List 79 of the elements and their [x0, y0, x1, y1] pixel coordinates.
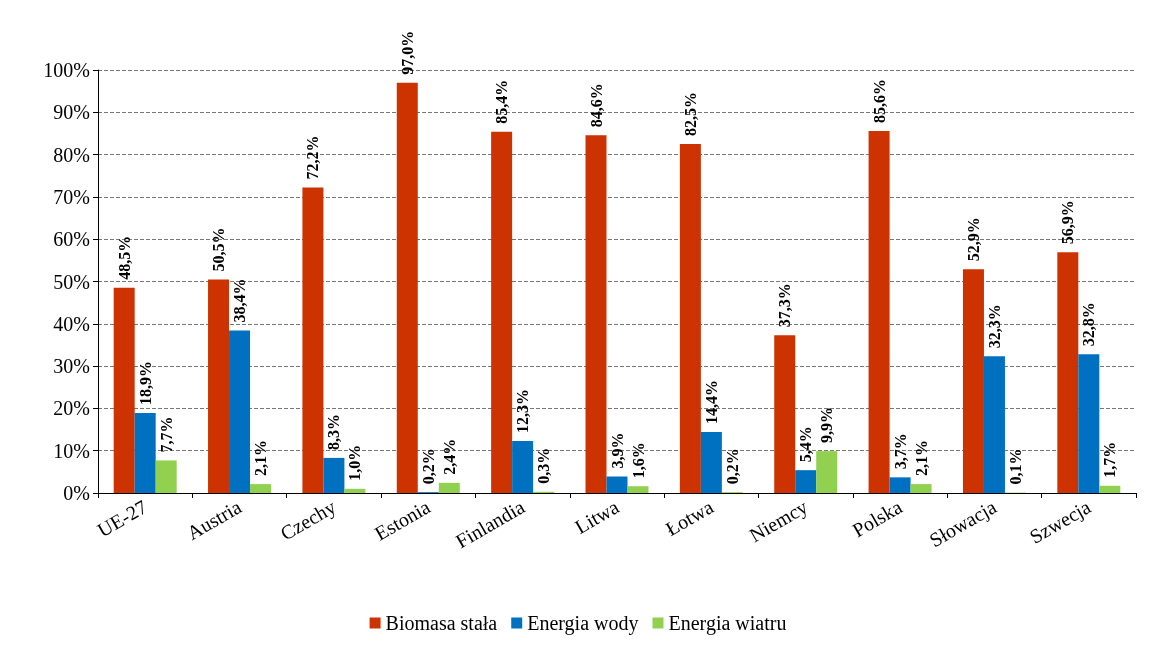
y-tick-label: 60% — [53, 228, 90, 251]
data-label: 32,8% — [1080, 302, 1098, 347]
x-tick-label: Litwa — [571, 495, 623, 538]
legend-label: Energia wiatru — [668, 612, 787, 635]
bar — [983, 356, 1005, 493]
bar — [208, 279, 230, 493]
data-label: 9,9% — [818, 407, 836, 444]
data-label: 2,1% — [252, 440, 270, 477]
bar — [344, 488, 366, 493]
y-tick-label: 50% — [53, 270, 90, 293]
bar — [889, 477, 911, 493]
bar — [113, 287, 135, 493]
legend-label: Energia wody — [527, 612, 639, 635]
bar — [700, 432, 722, 493]
y-tick-label: 0% — [63, 482, 90, 504]
data-label: 32,3% — [985, 304, 1003, 349]
bar — [606, 476, 628, 493]
data-label: 48,5% — [115, 235, 133, 280]
y-tick-label: 90% — [53, 101, 90, 124]
bar — [679, 144, 701, 493]
bar — [323, 457, 345, 493]
bar — [491, 131, 513, 493]
data-label: 72,2% — [304, 135, 322, 180]
bar — [396, 82, 418, 493]
data-label: 38,4% — [231, 278, 249, 323]
bar — [816, 451, 838, 493]
bar — [585, 135, 607, 493]
data-label: 56,9% — [1059, 200, 1077, 245]
data-label: 2,4% — [440, 438, 458, 475]
y-tick-label: 100% — [43, 59, 90, 81]
bar — [1078, 354, 1100, 493]
y-tick-label: 40% — [53, 312, 90, 335]
bar — [512, 440, 534, 493]
y-tick-label: 80% — [53, 143, 90, 166]
y-tick-label: 70% — [53, 185, 90, 208]
data-label: 50,5% — [210, 227, 228, 272]
data-label: 52,9% — [964, 217, 982, 262]
bar — [1099, 485, 1121, 493]
data-label: 1,6% — [629, 442, 647, 479]
data-label: 0,1% — [1006, 448, 1024, 485]
data-label: 37,3% — [776, 283, 794, 328]
bar — [910, 484, 932, 493]
data-label: 18,9% — [136, 361, 154, 406]
data-label: 14,4% — [702, 380, 720, 425]
y-tick-label: 30% — [53, 355, 90, 378]
data-label: 8,3% — [325, 413, 343, 450]
data-label: 0,2% — [723, 448, 741, 485]
data-label: 5,4% — [797, 426, 815, 463]
data-label: 3,7% — [891, 433, 909, 470]
data-label: 1,0% — [346, 444, 364, 481]
data-label: 7,7% — [157, 416, 175, 453]
bar — [962, 269, 984, 493]
y-tick-label: 10% — [53, 439, 90, 462]
data-label: 0,2% — [419, 448, 437, 485]
data-label: 12,3% — [514, 388, 532, 433]
data-label: 3,9% — [608, 432, 626, 469]
bar — [229, 330, 251, 493]
data-label: 82,5% — [681, 92, 699, 137]
bar — [155, 460, 177, 493]
bar — [250, 484, 272, 493]
y-tick-label: 20% — [53, 397, 90, 420]
bar — [868, 130, 890, 493]
bar — [1057, 252, 1079, 493]
bar — [302, 187, 324, 493]
x-tick-label: Polska — [848, 495, 906, 542]
data-label: 2,1% — [912, 440, 930, 477]
data-label: 0,3% — [535, 447, 553, 484]
data-label: 1,7% — [1101, 441, 1119, 478]
bar — [627, 486, 649, 493]
bar — [774, 335, 796, 493]
x-tick-label: Łotwa — [661, 495, 717, 541]
legend-label: Biomasa stała — [385, 612, 498, 634]
data-label: 85,4% — [493, 79, 511, 124]
data-label: 84,6% — [587, 83, 605, 128]
bar — [134, 413, 156, 493]
data-label: 85,6% — [870, 78, 888, 123]
bar — [795, 470, 817, 493]
data-label: 97,0% — [398, 30, 416, 75]
bar — [438, 482, 460, 493]
